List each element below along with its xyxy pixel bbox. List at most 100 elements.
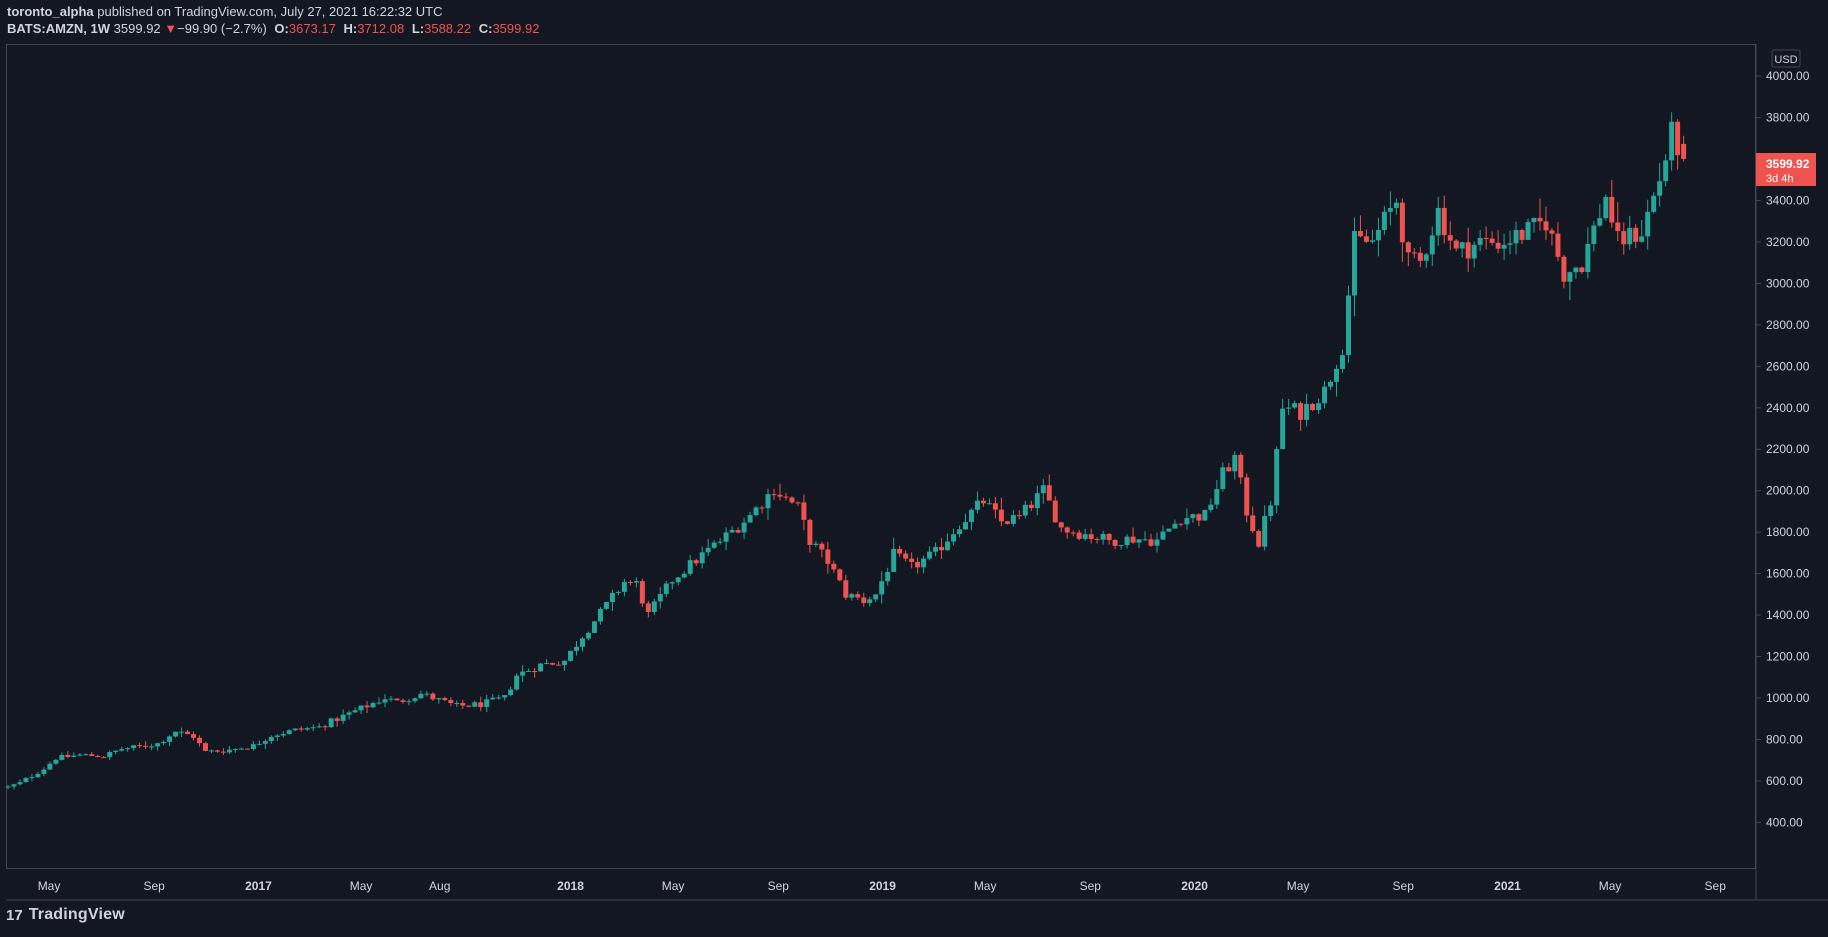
candle-body xyxy=(143,745,149,747)
candle-body xyxy=(29,777,35,779)
candle-body xyxy=(621,582,627,592)
candle-body xyxy=(196,737,202,744)
candle-body xyxy=(125,748,131,750)
candle-body xyxy=(891,548,897,572)
candle-body xyxy=(1651,195,1657,212)
candle-body xyxy=(502,695,508,698)
candle-body xyxy=(1555,233,1561,257)
time-tick-label: 2017 xyxy=(245,879,272,893)
candle-body xyxy=(723,532,729,542)
candle-body xyxy=(1112,539,1118,546)
last-price-label: 3599.92 xyxy=(1766,157,1810,171)
price-tick-label: 3000.00 xyxy=(1766,276,1810,290)
candle-body xyxy=(346,712,352,715)
candle-body xyxy=(1381,211,1387,230)
candle-body xyxy=(574,646,580,651)
current-price: 3599.92 xyxy=(113,21,161,36)
price-tick-label: 2400.00 xyxy=(1766,401,1810,415)
candle-body xyxy=(340,714,346,721)
candle-body xyxy=(370,703,376,708)
candle-body xyxy=(226,749,232,753)
candle-body xyxy=(837,569,843,581)
time-tick-label: Sep xyxy=(144,879,166,893)
candle-body xyxy=(1657,181,1663,196)
candle-body xyxy=(202,743,208,751)
candle-body xyxy=(47,763,53,770)
candle-body xyxy=(1597,218,1603,226)
candle-body xyxy=(1214,489,1220,505)
candle-body xyxy=(1573,267,1579,273)
candle-body xyxy=(268,736,274,742)
candle-body xyxy=(1645,211,1651,237)
candle-body xyxy=(1405,242,1411,253)
author-name[interactable]: toronto_alpha xyxy=(7,4,94,19)
candle-body xyxy=(424,693,430,695)
candle-body xyxy=(1178,523,1184,525)
candle-body xyxy=(1429,235,1435,255)
candle-body xyxy=(5,786,11,788)
candle-body xyxy=(759,507,765,509)
candle-body xyxy=(137,745,143,747)
candle-body xyxy=(382,699,388,703)
candle-body xyxy=(478,702,484,708)
candle-body xyxy=(1531,217,1537,223)
candle-body xyxy=(23,778,29,783)
candle-body xyxy=(149,746,155,748)
candle-body xyxy=(1340,355,1346,369)
candle-body xyxy=(867,599,873,604)
candle-body xyxy=(1387,207,1393,212)
candle-body xyxy=(885,571,891,582)
candle-body xyxy=(460,703,466,706)
candle-body xyxy=(939,546,945,551)
candle-body xyxy=(250,744,256,749)
candle-body xyxy=(819,543,825,550)
time-tick-label: May xyxy=(1599,879,1622,893)
currency-badge[interactable]: USD xyxy=(1771,49,1801,68)
candle-body xyxy=(1567,272,1573,282)
candle-body xyxy=(388,698,394,700)
candle-body xyxy=(1483,237,1489,239)
candle-body xyxy=(579,638,585,647)
candle-body xyxy=(1022,504,1028,516)
candle-body xyxy=(77,754,83,756)
candle-body xyxy=(765,494,771,509)
candle-body xyxy=(1561,256,1567,282)
candle-body xyxy=(807,519,813,545)
candle-body xyxy=(244,748,250,750)
candle-body xyxy=(1465,242,1471,259)
time-axis[interactable]: May Sep 2017 May Aug 2018 May Sep 2019 May Sep 2020… xyxy=(38,879,1727,893)
published-text: published on TradingView.com, July 27, 2… xyxy=(97,4,443,19)
candle-body xyxy=(358,705,364,711)
candle-body xyxy=(107,752,113,758)
candle-body xyxy=(1633,227,1639,242)
candle-body xyxy=(179,731,185,733)
candle-body xyxy=(1010,515,1016,524)
candle-body xyxy=(705,547,711,553)
candle-body xyxy=(101,757,107,759)
candle-body xyxy=(400,700,406,702)
candle-body xyxy=(1519,230,1525,240)
candle-body xyxy=(1423,254,1429,261)
candle-body xyxy=(1190,514,1196,519)
candle-body xyxy=(771,494,777,496)
candle-body xyxy=(1202,509,1208,521)
price-tick-label: 2000.00 xyxy=(1766,484,1810,498)
candle-body xyxy=(161,741,167,744)
candle-body xyxy=(484,699,490,708)
candle-body xyxy=(729,530,735,533)
chart-header: toronto_alpha published on TradingView.c… xyxy=(7,3,539,37)
candle-body xyxy=(286,730,292,735)
candle-body xyxy=(95,755,101,758)
candle-body xyxy=(663,583,669,594)
candle-body xyxy=(1046,485,1052,501)
candle-body xyxy=(843,580,849,598)
candle-body xyxy=(699,552,705,564)
publish-line: toronto_alpha published on TradingView.c… xyxy=(7,3,539,20)
candle-body xyxy=(1363,236,1369,242)
candle-body xyxy=(568,650,574,661)
candle-body xyxy=(1459,242,1465,249)
candle-body xyxy=(274,735,280,737)
currency-label: USD xyxy=(1774,54,1797,66)
symbol-interval[interactable]: BATS:AMZN, 1W xyxy=(7,21,111,36)
